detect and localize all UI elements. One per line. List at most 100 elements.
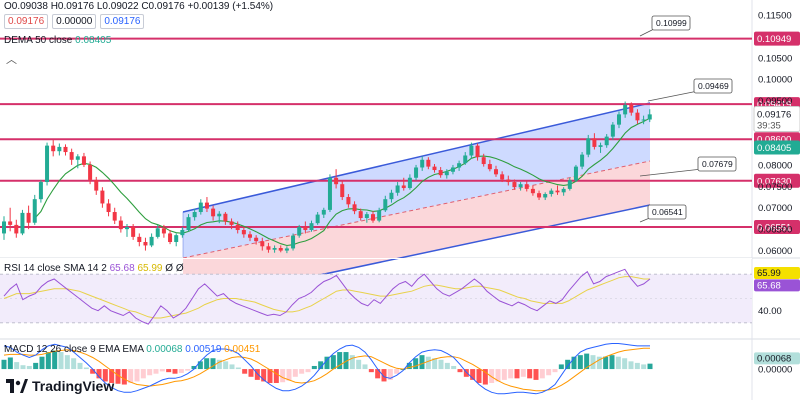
candle-body	[260, 241, 265, 247]
level-price-tag	[754, 173, 800, 188]
candle-body	[555, 190, 560, 193]
candle	[481, 153, 486, 167]
candle-body	[278, 248, 283, 251]
rsi-line	[3, 268, 651, 325]
candle-body	[131, 227, 136, 237]
candle	[223, 212, 228, 225]
macd-histogram-bar	[39, 356, 45, 370]
candle	[438, 167, 443, 178]
rsi-tag-label: 65.68	[757, 280, 781, 291]
macd-histogram-bar	[337, 352, 343, 370]
macd-tick-label: 0.00000	[758, 365, 792, 376]
candle	[537, 190, 542, 201]
macd-histogram-bar	[634, 362, 640, 370]
macd-histogram-bar	[463, 369, 469, 377]
macd-histogram-bar	[229, 364, 235, 370]
channel-upper-line	[182, 102, 651, 213]
macd-histogram-bar	[596, 356, 602, 370]
macd-histogram-bar	[318, 361, 324, 370]
candle-body	[364, 214, 369, 219]
macd-histogram-bar	[362, 364, 368, 370]
macd-histogram-bar	[495, 369, 501, 382]
candle	[414, 164, 419, 181]
channel-lower-fill	[183, 161, 650, 304]
macd-histogram-bar	[178, 369, 184, 373]
logo-text: TradingView	[32, 378, 115, 394]
candle-body	[45, 145, 50, 183]
candle-body	[401, 185, 406, 189]
candle	[487, 159, 492, 172]
macd-histogram-bar	[349, 355, 355, 370]
macd-histogram-bar	[603, 356, 609, 370]
last-price-tag	[753, 106, 800, 133]
macd-histogram-bar	[470, 369, 476, 380]
candle-body	[174, 235, 179, 243]
candle-body	[629, 104, 634, 113]
macd-histogram-bar	[197, 361, 203, 370]
candle	[364, 212, 369, 223]
macd-histogram-bar	[584, 353, 590, 370]
macd-histogram-bar	[539, 369, 545, 379]
candle	[352, 201, 357, 215]
macd-histogram-bar	[552, 369, 558, 373]
candle-body	[266, 246, 271, 250]
candle	[340, 181, 345, 201]
candle-body	[309, 223, 314, 231]
candle	[567, 177, 572, 191]
candle-body	[94, 179, 99, 191]
candle	[463, 152, 468, 165]
candle-body	[125, 227, 129, 230]
candle-body	[321, 209, 326, 215]
candle	[75, 154, 80, 169]
macd-histogram-bar	[33, 362, 39, 370]
candle-body	[334, 177, 339, 185]
candle	[94, 176, 99, 195]
spread-box: 0.00000	[52, 14, 97, 29]
price-tick-label: 0.10000	[758, 75, 792, 86]
macd-histogram-bar	[216, 359, 222, 370]
rsi-sma-value: 65.99	[137, 263, 163, 274]
candle	[8, 207, 13, 232]
collapse-chevron-icon[interactable]: ︿	[6, 54, 17, 66]
macd-histogram-bar	[444, 362, 450, 370]
macd-histogram-bar	[71, 358, 77, 370]
candle	[180, 227, 185, 238]
macd-histogram-bar	[324, 356, 330, 370]
candle	[106, 199, 111, 217]
candle-body	[8, 221, 13, 225]
sell-box[interactable]: 0.09176	[4, 14, 49, 29]
candle-body	[229, 221, 234, 225]
rsi-legend[interactable]: RSI 14 close SMA 14 2 65.68 65.99 Ø Ø	[4, 263, 184, 274]
buy-box[interactable]: 0.09176	[100, 14, 145, 29]
candle-body	[223, 213, 228, 222]
candle	[63, 144, 68, 156]
candle	[617, 111, 621, 129]
candle	[284, 246, 289, 254]
macd-histogram-bar	[273, 369, 279, 383]
candle	[217, 211, 222, 224]
pane-clip	[0, 258, 752, 259]
rsi-sma-line	[3, 276, 650, 319]
tradingview-logo[interactable]: TradingView	[6, 378, 114, 394]
candle	[457, 160, 462, 171]
macd-legend[interactable]: MACD 12 26 close 9 EMA EMA 0.00068 0.005…	[4, 344, 260, 355]
rsi-value: 65.68	[109, 263, 135, 274]
candle-body	[254, 237, 259, 242]
candle-body	[389, 192, 394, 200]
macd-histogram-bar	[609, 355, 615, 370]
candle-body	[537, 193, 542, 198]
candle-body	[81, 156, 86, 165]
candle-body	[377, 210, 382, 221]
macd-histogram-bar	[413, 358, 419, 370]
candle	[401, 177, 406, 191]
price-tick-label: 0.06000	[758, 246, 792, 257]
dema-legend[interactable]: DEMA 50 close 0.08405	[4, 35, 111, 46]
macd-histogram-bar	[330, 355, 336, 370]
callout-box	[647, 204, 687, 220]
macd-histogram-bar	[153, 369, 159, 374]
macd-histogram-bar	[235, 367, 241, 370]
price-tick-label: 0.06500	[758, 225, 792, 236]
macd-histogram-bar	[280, 369, 286, 383]
candle-body	[512, 182, 517, 188]
